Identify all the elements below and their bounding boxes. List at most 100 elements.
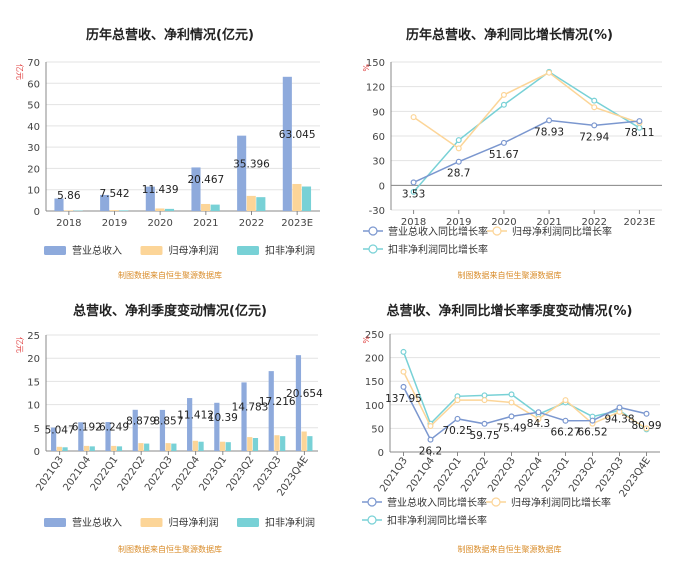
chart-title: 总营收、净利季度变动情况(亿元) bbox=[0, 300, 340, 319]
legend-label: 扣非净利润同比增长率 bbox=[388, 243, 488, 256]
data-label: 26.2 bbox=[419, 446, 442, 458]
bar-2 bbox=[64, 210, 73, 211]
data-label: 7.542 bbox=[99, 188, 129, 200]
data-label: 20.654 bbox=[286, 388, 323, 400]
bar-2 bbox=[84, 446, 89, 451]
unit-label: 亿元 bbox=[15, 337, 25, 353]
bar-3 bbox=[62, 447, 67, 451]
data-label: 66.27 bbox=[550, 427, 580, 439]
data-label: 28.7 bbox=[447, 168, 470, 180]
legend-marker-1 bbox=[369, 227, 377, 235]
data-label: 63.045 bbox=[279, 129, 316, 141]
x-tick-label: 2018 bbox=[56, 218, 81, 229]
chart-title: 历年总营收、净利情况(亿元) bbox=[0, 24, 340, 43]
data-point-1 bbox=[411, 180, 416, 185]
unit-label: % bbox=[361, 336, 370, 344]
source-note: 制图数据来自恒生聚源数据库 bbox=[0, 544, 340, 555]
bar-3 bbox=[117, 446, 122, 451]
y-tick-label: -30 bbox=[369, 206, 385, 217]
data-point-1 bbox=[401, 384, 406, 389]
y-tick-label: 30 bbox=[372, 157, 385, 168]
bar-2 bbox=[247, 437, 252, 451]
bar-3 bbox=[144, 444, 149, 451]
data-label: 137.95 bbox=[385, 393, 422, 405]
legend-marker-3 bbox=[369, 245, 377, 253]
y-tick-label: 90 bbox=[372, 107, 385, 118]
bar-2 bbox=[111, 446, 116, 451]
bar-2 bbox=[57, 447, 62, 451]
bar-1 bbox=[237, 136, 246, 211]
y-tick-label: 20 bbox=[27, 354, 40, 365]
y-tick-label: 5 bbox=[34, 424, 40, 435]
legend-swatch-1 bbox=[44, 246, 66, 255]
data-point-2 bbox=[592, 105, 597, 110]
bar-3 bbox=[165, 209, 174, 211]
bar-2 bbox=[193, 441, 198, 451]
legend-label: 营业总收入 bbox=[72, 244, 122, 257]
bar-3 bbox=[171, 444, 176, 451]
bar-2 bbox=[110, 210, 119, 211]
data-point-2 bbox=[547, 70, 552, 75]
x-tick-label: 2021 bbox=[193, 218, 218, 229]
y-tick-label: 150 bbox=[365, 377, 384, 388]
data-point-2 bbox=[502, 92, 507, 97]
legend-label: 扣非净利润 bbox=[265, 244, 315, 257]
y-tick-label: 0 bbox=[34, 447, 40, 458]
bar-2 bbox=[155, 208, 164, 211]
data-point-2 bbox=[563, 398, 568, 403]
bar-3 bbox=[226, 442, 231, 451]
y-tick-label: 10 bbox=[27, 186, 40, 197]
y-tick-label: 100 bbox=[365, 401, 384, 412]
y-tick-label: 25 bbox=[27, 331, 40, 342]
bar-1 bbox=[187, 398, 192, 451]
data-label: 84.3 bbox=[527, 418, 550, 430]
bar-1 bbox=[241, 382, 246, 451]
data-point-1 bbox=[617, 405, 622, 410]
y-tick-label: 60 bbox=[27, 79, 40, 90]
bar-3 bbox=[198, 442, 203, 451]
data-label: 80.99 bbox=[631, 420, 661, 432]
data-label: 5.047 bbox=[45, 424, 75, 436]
data-label: 3.53 bbox=[402, 188, 425, 200]
y-tick-label: 30 bbox=[27, 143, 40, 154]
data-label: 20.467 bbox=[187, 174, 224, 186]
y-tick-label: 50 bbox=[371, 424, 384, 435]
data-point-3 bbox=[456, 138, 461, 143]
source-note: 制图数据来自恒生聚源数据库 bbox=[0, 270, 340, 281]
data-point-3 bbox=[592, 98, 597, 103]
source-note: 制图数据来自恒生聚源数据库 bbox=[340, 270, 679, 281]
chart-title: 总营收、净利同比增长率季度变动情况(%) bbox=[340, 300, 679, 319]
legend-swatch-2 bbox=[141, 246, 163, 255]
bar-2 bbox=[247, 196, 256, 211]
data-label: 11.439 bbox=[142, 184, 179, 196]
data-point-3 bbox=[401, 350, 406, 355]
legend-label: 归母净利润 bbox=[169, 244, 219, 257]
data-point-1 bbox=[590, 418, 595, 423]
legend-label: 归母净利润 bbox=[169, 516, 219, 529]
data-label: 66.52 bbox=[577, 427, 607, 439]
x-tick-label: 2019 bbox=[102, 218, 127, 229]
data-label: 75.49 bbox=[496, 422, 526, 434]
data-label: 8.879 bbox=[126, 415, 156, 427]
y-tick-label: 10 bbox=[27, 401, 40, 412]
legend-swatch-1 bbox=[44, 518, 66, 527]
legend-label: 扣非净利润同比增长率 bbox=[387, 514, 487, 527]
bar-3 bbox=[302, 187, 311, 211]
data-label: 70.25 bbox=[442, 425, 472, 437]
bar-2 bbox=[292, 184, 301, 211]
data-point-1 bbox=[536, 410, 541, 415]
data-point-2 bbox=[411, 115, 416, 120]
data-point-1 bbox=[455, 416, 460, 421]
y-tick-label: 15 bbox=[27, 377, 40, 388]
bar-3 bbox=[280, 436, 285, 451]
bar-1 bbox=[296, 355, 301, 451]
legend-label: 营业总收入同比增长率 bbox=[387, 496, 487, 509]
bar-3 bbox=[90, 446, 95, 451]
x-tick-label: 2023E bbox=[281, 218, 313, 229]
legend-marker-2 bbox=[493, 227, 501, 235]
data-point-1 bbox=[592, 123, 597, 128]
bar-3 bbox=[307, 436, 312, 451]
data-point-1 bbox=[644, 411, 649, 416]
